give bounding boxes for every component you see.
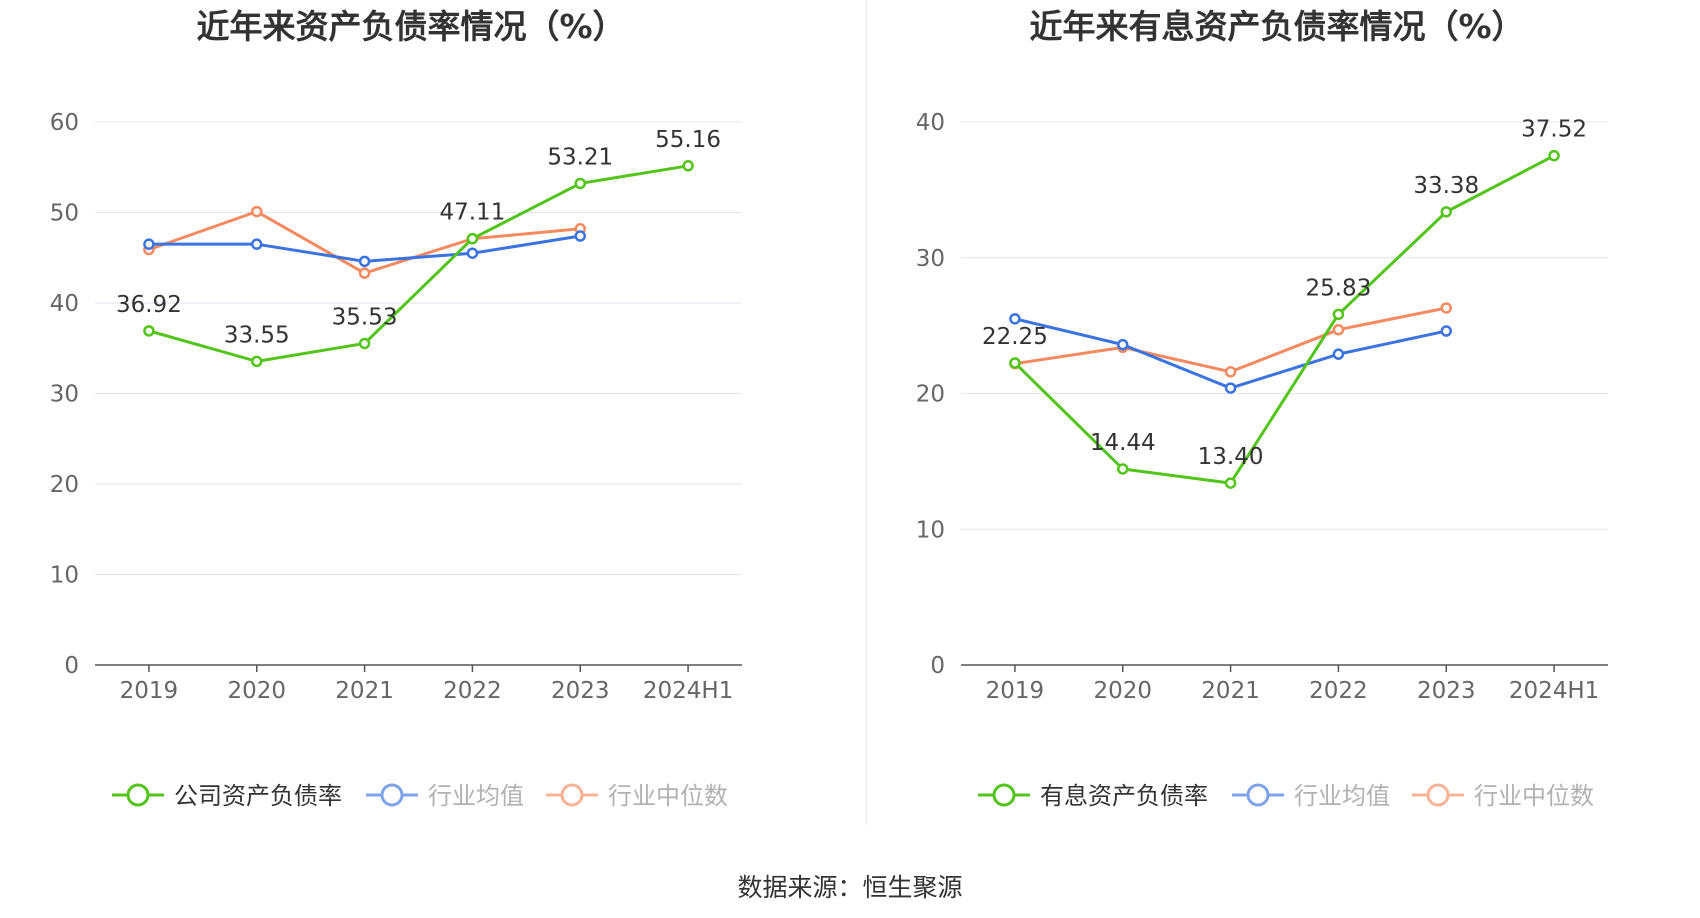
legend-marker [560, 783, 584, 807]
data-label: 55.16 [655, 127, 721, 153]
data-point [1332, 348, 1345, 360]
x-tick-label: 2021 [335, 678, 394, 704]
data-point [1009, 313, 1021, 325]
y-tick-label: 20 [916, 382, 945, 408]
data-point [1117, 463, 1129, 475]
x-tick-label: 2019 [986, 678, 1045, 704]
data-label: 13.40 [1198, 444, 1264, 470]
data-label: 47.11 [439, 200, 505, 226]
data-label: 22.25 [982, 324, 1048, 350]
data-point [143, 325, 155, 337]
x-tick-label: 2020 [1093, 678, 1152, 704]
legend-marker [380, 783, 404, 807]
data-point [358, 337, 371, 350]
data-point [1224, 382, 1237, 394]
y-tick-label: 10 [50, 563, 79, 589]
data-label: 33.38 [1413, 173, 1479, 199]
data-point [682, 160, 694, 172]
legend-marker [992, 783, 1016, 807]
legend-item: 公司资产负债率 [112, 782, 342, 810]
y-tick-label: 40 [916, 110, 945, 136]
x-tick-label: 2024H1 [1509, 678, 1599, 704]
data-point [1440, 325, 1452, 337]
data-point [574, 230, 586, 242]
legend-label: 行业均值 [1294, 782, 1390, 810]
data-source-note: 数据来源：恒生聚源 [0, 868, 1700, 904]
series-line [1013, 154, 1555, 485]
legend-item: 行业中位数 [1412, 782, 1594, 810]
data-label: 25.83 [1305, 275, 1371, 301]
chart-title: 近年来有息资产负债率情况（%） [1029, 7, 1524, 46]
x-tick-label: 2019 [120, 678, 179, 704]
series-line [148, 164, 689, 363]
x-tick-label: 2023 [551, 678, 610, 704]
x-tick-label: 2021 [1201, 678, 1260, 704]
data-point [1440, 302, 1452, 314]
x-tick-label: 2022 [1309, 678, 1368, 704]
data-point [1009, 357, 1021, 369]
data-label: 37.52 [1521, 117, 1587, 143]
legend-marker [126, 783, 150, 807]
data-point [251, 205, 263, 218]
chart-interest-bearing-liability-ratio: 近年来有息资产负债率情况（%） 0 10 20 30 40 2019 2020 2021 2022… [916, 7, 1608, 810]
data-label: 33.55 [224, 322, 290, 348]
x-tick-label: 2023 [1417, 678, 1476, 704]
x-tick-label: 2020 [227, 678, 286, 704]
data-label: 53.21 [547, 144, 613, 170]
data-point [1332, 323, 1345, 336]
legend-label: 行业中位数 [1474, 782, 1594, 810]
legend-label: 有息资产负债率 [1040, 782, 1208, 810]
x-tick-label: 2024H1 [643, 678, 733, 704]
y-tick-label: 60 [50, 110, 79, 136]
x-tick-label: 2022 [443, 678, 502, 704]
chart-title: 近年来资产负债率情况（%） [196, 7, 625, 46]
data-point [358, 255, 371, 268]
data-point [358, 267, 371, 279]
legend-item: 行业均值 [1232, 782, 1390, 810]
data-point [466, 232, 479, 245]
legend-label: 行业中位数 [608, 782, 728, 810]
legend-marker [1426, 783, 1450, 807]
legend-item: 有息资产负债率 [978, 782, 1208, 810]
legend-label: 公司资产负债率 [174, 782, 342, 810]
y-tick-label: 30 [50, 382, 79, 408]
legend-item: 行业中位数 [546, 782, 728, 810]
legend-marker [1246, 783, 1270, 807]
data-point [251, 355, 263, 368]
series-line [1014, 306, 1447, 374]
y-tick-label: 50 [50, 201, 79, 227]
y-tick-label: 10 [916, 517, 945, 543]
data-point [1224, 366, 1237, 378]
data-point [466, 247, 479, 259]
data-point [1117, 338, 1129, 351]
y-tick-label: 30 [916, 246, 945, 272]
data-point [574, 177, 586, 190]
data-point [143, 238, 155, 250]
chart-divider [866, 0, 867, 825]
chart-asset-liability-ratio: 近年来资产负债率情况（%） 0 10 20 30 40 50 60 2019 2020 2021 20… [50, 7, 742, 810]
data-label: 14.44 [1090, 430, 1156, 456]
data-point [251, 238, 263, 250]
data-point [1332, 308, 1345, 321]
data-point [1224, 477, 1237, 489]
data-label: 35.53 [332, 304, 398, 330]
y-tick-label: 0 [64, 653, 79, 679]
legend-item: 行业均值 [366, 782, 524, 810]
data-point [1440, 206, 1452, 218]
data-label: 36.92 [116, 292, 182, 318]
y-tick-label: 40 [50, 291, 79, 317]
y-tick-label: 0 [930, 653, 945, 679]
y-tick-label: 20 [50, 472, 79, 498]
legend-label: 行业均值 [428, 782, 524, 810]
data-source-text: 数据来源：恒生聚源 [737, 873, 963, 902]
data-point [1548, 149, 1560, 162]
